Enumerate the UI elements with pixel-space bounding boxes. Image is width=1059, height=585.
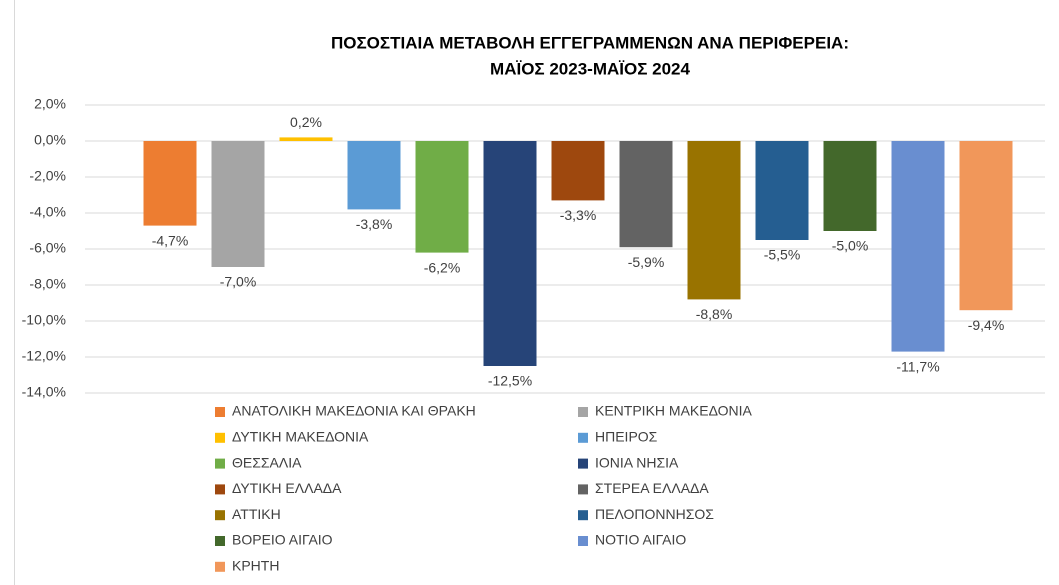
bar	[143, 141, 197, 226]
bar	[347, 141, 401, 210]
y-tick-label: 2,0%	[34, 96, 66, 112]
legend-swatch	[578, 536, 588, 546]
bar	[755, 141, 809, 240]
data-label: -3,3%	[560, 207, 597, 223]
data-label: 0,2%	[290, 114, 322, 130]
data-label: -8,8%	[696, 306, 733, 322]
legend-label: ΣΤΕΡΕΑ ΕΛΛΑΔΑ	[595, 480, 709, 496]
y-tick-label: -4,0%	[29, 204, 66, 220]
legend-label: ΑΝΑΤΟΛΙΚΗ ΜΑΚΕΔΟΝΙΑ ΚΑΙ ΘΡΑΚΗ	[232, 403, 476, 419]
legend-label: ΚΡΗΤΗ	[232, 558, 279, 574]
legend-swatch	[578, 484, 588, 495]
y-tick-label: -14,0%	[22, 384, 66, 400]
legend-swatch	[215, 510, 225, 521]
legend-label: ΘΕΣΣΑΛΙΑ	[232, 454, 302, 470]
legend-swatch	[578, 407, 588, 417]
bar	[415, 141, 469, 253]
legend-swatch	[215, 561, 225, 572]
data-label: -4,7%	[152, 232, 189, 248]
data-label: -6,2%	[424, 259, 461, 275]
data-label: -9,4%	[968, 317, 1005, 333]
legend-swatch	[578, 510, 588, 521]
data-label: -12,5%	[488, 373, 532, 389]
data-label: -7,0%	[220, 274, 257, 290]
bar	[483, 141, 537, 366]
chart-title: ΠΟΣΟΣΤΙΑΙΑ ΜΕΤΑΒΟΛΗ ΕΓΓΕΓΡΑΜΜΕΝΩΝ ΑΝΑ ΠΕ…	[331, 33, 849, 52]
legend-swatch	[215, 407, 225, 417]
legend-label: ΝΟΤΙΟ ΑΙΓΑΙΟ	[595, 532, 686, 548]
bar	[891, 141, 945, 352]
bar	[823, 141, 877, 231]
legend-label: ΙΟΝΙΑ ΝΗΣΙΑ	[595, 454, 679, 470]
legend-label: ΚΕΝΤΡΙΚΗ ΜΑΚΕΔΟΝΙΑ	[595, 403, 753, 419]
y-tick-label: -10,0%	[22, 312, 66, 328]
legend-swatch	[215, 536, 225, 546]
legend-swatch	[215, 432, 225, 443]
bar	[279, 137, 333, 141]
data-label: -5,5%	[764, 247, 801, 263]
data-label: -5,9%	[628, 254, 665, 270]
legend-swatch	[215, 484, 225, 495]
legend-label: ΔΥΤΙΚΗ ΜΑΚΕΔΟΝΙΑ	[232, 429, 369, 445]
bar	[619, 141, 673, 248]
legend-label: ΗΠΕΙΡΟΣ	[595, 429, 658, 445]
legend-label: ΑΤΤΙΚΗ	[232, 506, 281, 522]
data-label: -3,8%	[356, 216, 393, 232]
y-tick-label: -12,0%	[22, 348, 66, 364]
legend-swatch	[215, 458, 225, 469]
y-tick-label: -2,0%	[29, 168, 66, 184]
legend-label: ΔΥΤΙΚΗ ΕΛΛΑΔΑ	[232, 480, 342, 496]
data-label: -11,7%	[896, 358, 939, 374]
y-tick-label: 0,0%	[34, 132, 66, 148]
legend-label: ΒΟΡΕΙΟ ΑΙΓΑΙΟ	[232, 532, 333, 548]
y-tick-label: -6,0%	[29, 240, 66, 256]
legend-swatch	[578, 432, 588, 443]
legend-label: ΠΕΛΟΠΟΝΝΗΣΟΣ	[595, 506, 714, 522]
data-label: -5,0%	[832, 238, 869, 254]
bar	[687, 141, 741, 300]
bar	[959, 141, 1013, 311]
chart-title: ΜΑΪΟΣ 2023-ΜΑΪΟΣ 2024	[490, 59, 690, 78]
legend-swatch	[578, 458, 588, 469]
bar	[211, 141, 265, 267]
y-tick-label: -8,0%	[29, 276, 66, 292]
bar	[551, 141, 605, 201]
